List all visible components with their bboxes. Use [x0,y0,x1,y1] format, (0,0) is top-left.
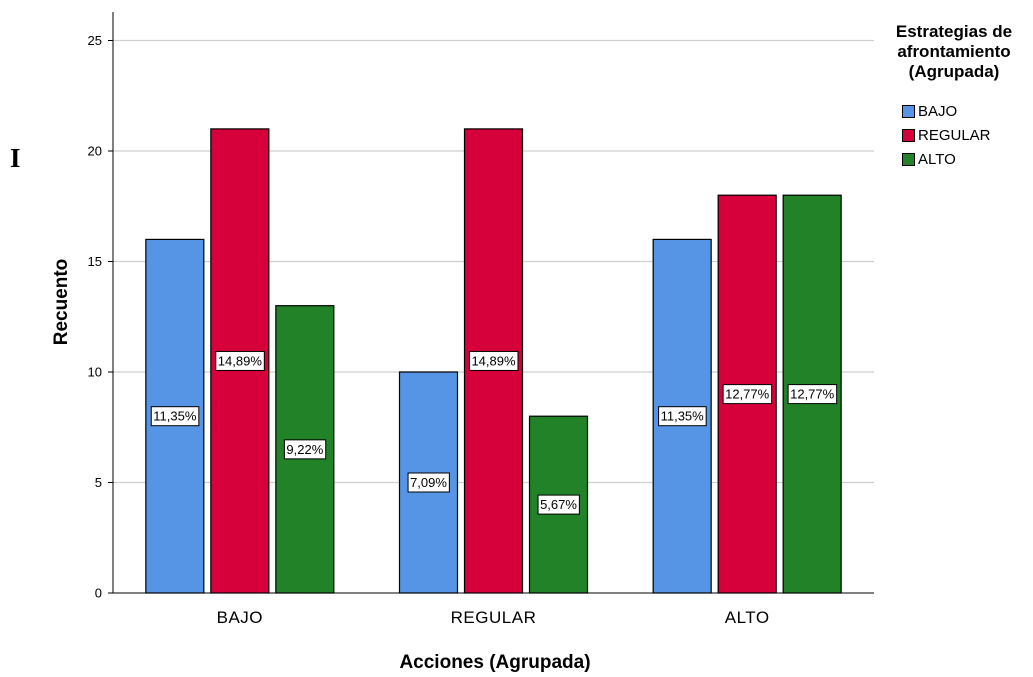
data-label-box [283,439,327,460]
data-label-box [722,384,773,405]
y-tick-labels: 0 5 10 15 20 25 [88,33,113,601]
legend-swatch [902,104,915,118]
data-label-box [150,406,200,427]
data-label-box [468,350,519,371]
data-label: 14,89% [218,353,263,368]
data-label: 7,09% [410,475,447,490]
legend-swatch [902,152,915,166]
legend-title-line: Estrategias de [895,22,1013,41]
y-tick-label: 15 [88,254,102,269]
y-tick-label: 5 [95,475,102,490]
x-category-label: REGULAR [451,608,537,627]
x-category-label: ALTO [725,608,770,627]
legend: Estrategias de afrontamiento (Agrupada) … [878,22,1030,171]
data-label: 5,67% [540,497,577,512]
data-label: 9,22% [286,442,323,457]
legend-title: Estrategias de afrontamiento (Agrupada) [878,22,1030,82]
legend-label: REGULAR [918,126,991,144]
data-label-box [537,494,580,515]
x-axis-title: Acciones (Agrupada) [399,652,590,673]
data-label-box [407,472,450,493]
stray-glyph: I [10,143,21,173]
x-category-labels: BAJO REGULAR ALTO [217,608,770,627]
legend-label: ALTO [918,150,956,168]
data-label: 14,89% [471,353,516,368]
y-tick-label: 0 [95,586,102,601]
legend-item-alto: ALTO [902,147,1030,171]
data-label-box [787,384,838,405]
x-category-label: BAJO [217,608,263,627]
y-tick-label: 25 [88,33,102,48]
legend-item-bajo: BAJO [902,99,1030,123]
data-label-box [658,406,707,427]
data-label: 11,35% [153,409,197,424]
legend-title-line: afrontamiento [897,42,1011,61]
y-tick-label: 10 [88,365,102,380]
axes [112,12,874,594]
data-label: 12,77% [790,387,835,402]
data-label-box [215,350,265,371]
legend-label: BAJO [918,102,958,120]
legend-title-line: (Agrupada) [908,62,1000,81]
y-tick-label: 20 [88,144,102,159]
legend-swatch [902,128,915,142]
data-labels: 11,35% 14,89% 9,22% 7,09% 14,89% 5,67% 11,35% 1… [150,350,838,515]
legend-item-regular: REGULAR [902,123,1030,147]
data-label: 11,35% [661,409,705,424]
data-label: 12,77% [725,387,770,402]
y-axis-title: Recuento [51,259,72,346]
